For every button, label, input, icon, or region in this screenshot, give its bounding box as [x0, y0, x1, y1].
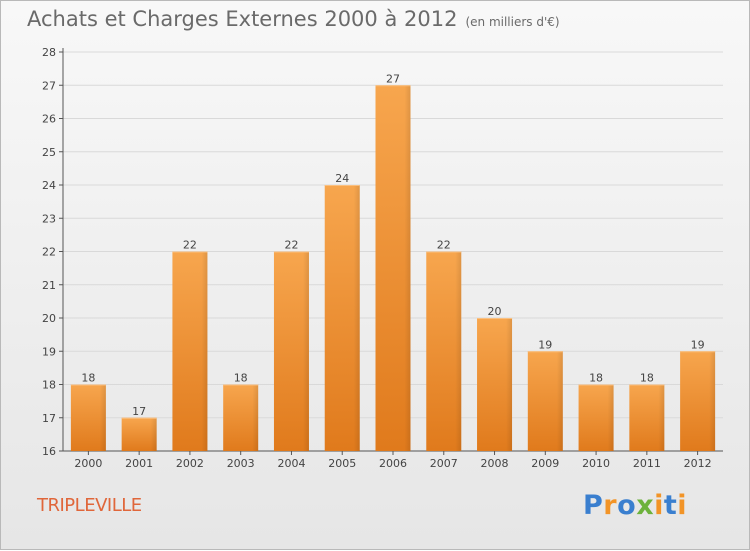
bar-shade-2007 [455, 252, 461, 452]
proxiti-logo: Proxiti [583, 490, 687, 521]
y-tick-label: 23 [42, 212, 56, 225]
x-tick-label: 2000 [74, 457, 102, 470]
y-tick-label: 22 [42, 246, 56, 259]
value-label-2007: 22 [437, 239, 451, 252]
bar-shade-2004 [303, 252, 309, 452]
value-label-2011: 18 [640, 372, 654, 385]
y-tick-label: 16 [42, 445, 56, 458]
x-tick-label: 2002 [176, 457, 204, 470]
y-tick-label: 17 [42, 412, 56, 425]
bar-shade-2002 [201, 252, 207, 452]
x-tick-label: 2011 [633, 457, 661, 470]
value-label-2003: 18 [234, 372, 248, 385]
y-tick-label: 27 [42, 79, 56, 92]
x-tick-label: 2012 [684, 457, 712, 470]
bar-shade-2001 [151, 418, 157, 451]
value-label-2009: 19 [538, 338, 552, 351]
bar-shade-2006 [405, 85, 411, 451]
x-tick-label: 2009 [531, 457, 559, 470]
x-tick-label: 2010 [582, 457, 610, 470]
bars [71, 85, 715, 451]
x-tick-label: 2003 [227, 457, 255, 470]
value-label-2005: 24 [335, 172, 349, 185]
y-tick-label: 26 [42, 113, 56, 126]
bar-shade-2011 [658, 385, 664, 452]
y-tick-label: 20 [42, 312, 56, 325]
bar-shade-2012 [709, 351, 715, 451]
x-tick-label: 2001 [125, 457, 153, 470]
bar-shade-2009 [557, 351, 563, 451]
commune-name: TRIPLEVILLE [37, 495, 142, 516]
bar-shade-2005 [354, 185, 360, 451]
bar-shade-2000 [100, 385, 106, 452]
y-tick-label: 28 [42, 46, 56, 59]
value-label-2008: 20 [488, 305, 502, 318]
x-tick-label: 2006 [379, 457, 407, 470]
y-tick-label: 25 [42, 146, 56, 159]
value-label-2012: 19 [691, 338, 705, 351]
value-label-2010: 18 [589, 372, 603, 385]
value-label-2004: 22 [284, 239, 298, 252]
x-tick-label: 2004 [277, 457, 305, 470]
x-tick-label: 2008 [481, 457, 509, 470]
value-label-2002: 22 [183, 239, 197, 252]
value-label-2001: 17 [132, 405, 146, 418]
value-label-2000: 18 [81, 372, 95, 385]
y-tick-label: 24 [42, 179, 56, 192]
value-label-2006: 27 [386, 72, 400, 85]
y-tick-label: 18 [42, 379, 56, 392]
x-tick-label: 2007 [430, 457, 458, 470]
y-tick-label: 21 [42, 279, 56, 292]
x-tick-label: 2005 [328, 457, 356, 470]
bar-shade-2008 [506, 318, 512, 451]
bar-shade-2003 [252, 385, 258, 452]
bar-shade-2010 [608, 385, 614, 452]
y-tick-label: 19 [42, 345, 56, 358]
